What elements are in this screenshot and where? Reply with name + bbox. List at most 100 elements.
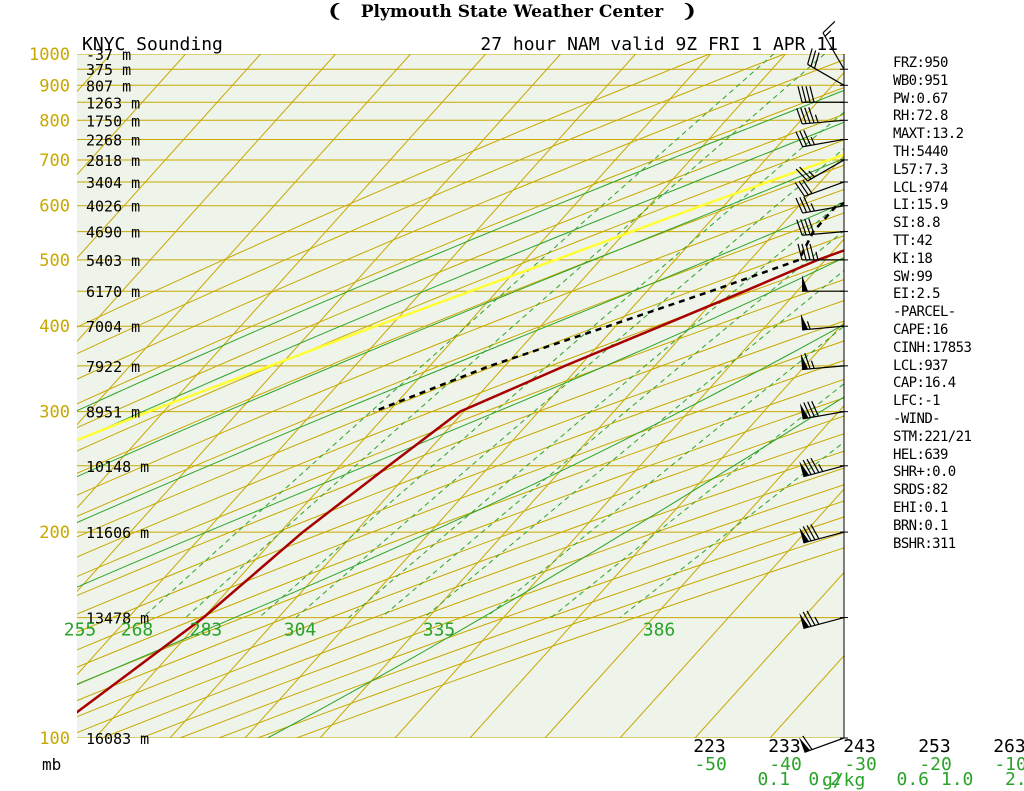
- isotherm-line: [319, 155, 844, 738]
- height-label: 1263 m: [86, 94, 140, 112]
- mixing-ratio-line: [142, 54, 775, 618]
- index-row: EHI:0.1: [893, 499, 948, 516]
- axis-labels: 100 200 300 400 500 600 700 800 900 1000 16083 m 13…: [29, 45, 1024, 790]
- moist-adiabat-line: [77, 157, 844, 478]
- height-label: 11606 m: [86, 524, 149, 542]
- pressure-tick-label: 600: [39, 197, 70, 217]
- grid-lines: [77, 54, 844, 738]
- height-label: 1750 m: [86, 112, 140, 130]
- theta-e-label: 386: [643, 620, 676, 641]
- index-row: LI:15.9: [893, 197, 948, 214]
- isotherm-line: [77, 54, 561, 593]
- wind-barb: [797, 243, 848, 261]
- temperature-trace-line: [77, 249, 844, 714]
- index-row: -PARCEL-: [893, 304, 956, 321]
- theta-tick-label: 223: [693, 736, 726, 757]
- dry-adiabat-line: [77, 359, 844, 651]
- wind-barb: [796, 218, 848, 236]
- height-label: 16083 m: [86, 730, 149, 748]
- isotherm-line: [77, 54, 336, 343]
- pressure-tick-label: 200: [39, 523, 70, 543]
- wind-barb: [795, 196, 848, 214]
- index-row: STM:221/21: [893, 428, 972, 445]
- dewpoint-trace-line: [373, 201, 844, 413]
- mixing-ratio-line: [258, 111, 844, 618]
- pressure-unit-label: mb: [42, 755, 61, 774]
- mixing-ratio-line: [295, 147, 844, 618]
- index-row: CINH:17853: [893, 339, 972, 356]
- wind-barb: [822, 20, 848, 70]
- height-label: -37 m: [86, 46, 131, 64]
- model-subtitle: 27 hour NAM valid 9Z FRI 1 APR 11: [480, 34, 838, 55]
- dry-adiabat-line: [77, 235, 844, 538]
- right-wing-icon: ❩: [681, 1, 697, 21]
- theta-e-label: 283: [190, 620, 223, 641]
- isotherm-line: [77, 54, 636, 676]
- height-label: 5403 m: [86, 252, 140, 270]
- isotherm-line: [544, 405, 844, 738]
- wind-barb: [799, 524, 848, 544]
- temperature-tick-label: -20: [919, 754, 952, 775]
- isotherm-line: [77, 54, 411, 426]
- dry-adiabat-line: [77, 433, 844, 718]
- pressure-tick-label: 500: [39, 251, 70, 271]
- mixing-unit-label: g/kg: [822, 770, 865, 791]
- dry-adiabat-line: [77, 59, 844, 380]
- wind-barb: [807, 48, 848, 86]
- index-row: LCL:937: [893, 357, 948, 374]
- moist-adiabat-line: [77, 121, 844, 442]
- wind-barb: [794, 179, 848, 197]
- dry-adiabat-line: [77, 54, 710, 328]
- index-row: SI:8.8: [893, 215, 941, 232]
- index-row: TH:5440: [893, 143, 948, 160]
- pressure-tick-label: 100: [39, 729, 70, 749]
- wind-barb: [799, 457, 848, 478]
- index-row: PW:0.67: [893, 90, 948, 107]
- pressure-tick-label: 300: [39, 403, 70, 423]
- wind-barb: [795, 130, 848, 148]
- height-label: 8951 m: [86, 404, 140, 422]
- mixing-ratio-tick-label: 0.6: [896, 769, 929, 790]
- index-row: SW:99: [893, 268, 933, 285]
- dry-adiabat-line: [77, 450, 844, 734]
- index-row: FRZ:950: [893, 55, 948, 71]
- station-title: KNYC Sounding: [82, 34, 223, 55]
- wind-barb: [802, 275, 848, 292]
- wind-barb: [796, 107, 848, 125]
- dry-adiabat-line: [77, 54, 785, 355]
- dry-adiabat-line: [77, 415, 844, 702]
- mixing-ratio-line: [485, 325, 844, 618]
- index-row: LFC:-1: [893, 393, 941, 410]
- parcel-trace-line: [77, 153, 844, 442]
- theta-tick-label: 263: [993, 736, 1024, 757]
- dry-adiabat-line: [77, 397, 844, 685]
- mixing-ratio-tick-label: 1.0: [941, 769, 974, 790]
- isotherm-line: [77, 54, 261, 259]
- pressure-tick-label: 700: [39, 151, 70, 171]
- mixing-ratio-line: [550, 383, 844, 618]
- height-label: 4026 m: [86, 198, 140, 216]
- index-row: CAPE:16: [893, 321, 948, 338]
- index-row: BRN:0.1: [893, 517, 948, 534]
- moist-adiabat-line: [77, 323, 844, 686]
- wind-barb: [795, 159, 848, 182]
- index-row: HEL:639: [893, 446, 948, 463]
- isotherm-line: [694, 571, 844, 738]
- moist-adiabat-line: [77, 257, 844, 588]
- index-row: MAXT:13.2: [893, 126, 964, 143]
- dry-adiabat-line: [77, 257, 844, 558]
- dry-adiabat-line: [77, 212, 844, 517]
- index-row: EI:2.5: [893, 286, 941, 303]
- moist-adiabat-line: [77, 201, 844, 524]
- temperature-tick-label: -50: [694, 754, 727, 775]
- mixing-ratio-line: [380, 230, 844, 618]
- dry-adiabat-line: [77, 164, 844, 474]
- index-row: TT:42: [893, 232, 933, 249]
- index-row: L57:7.3: [893, 161, 948, 178]
- index-row: BSHR:311: [893, 535, 956, 552]
- theta-e-label: 268: [121, 620, 154, 641]
- mixing-ratio-tick-label: 2.0: [1005, 769, 1024, 790]
- index-row: SRDS:82: [893, 482, 948, 499]
- wind-barb: [799, 400, 848, 420]
- height-label: 13478 m: [86, 610, 149, 628]
